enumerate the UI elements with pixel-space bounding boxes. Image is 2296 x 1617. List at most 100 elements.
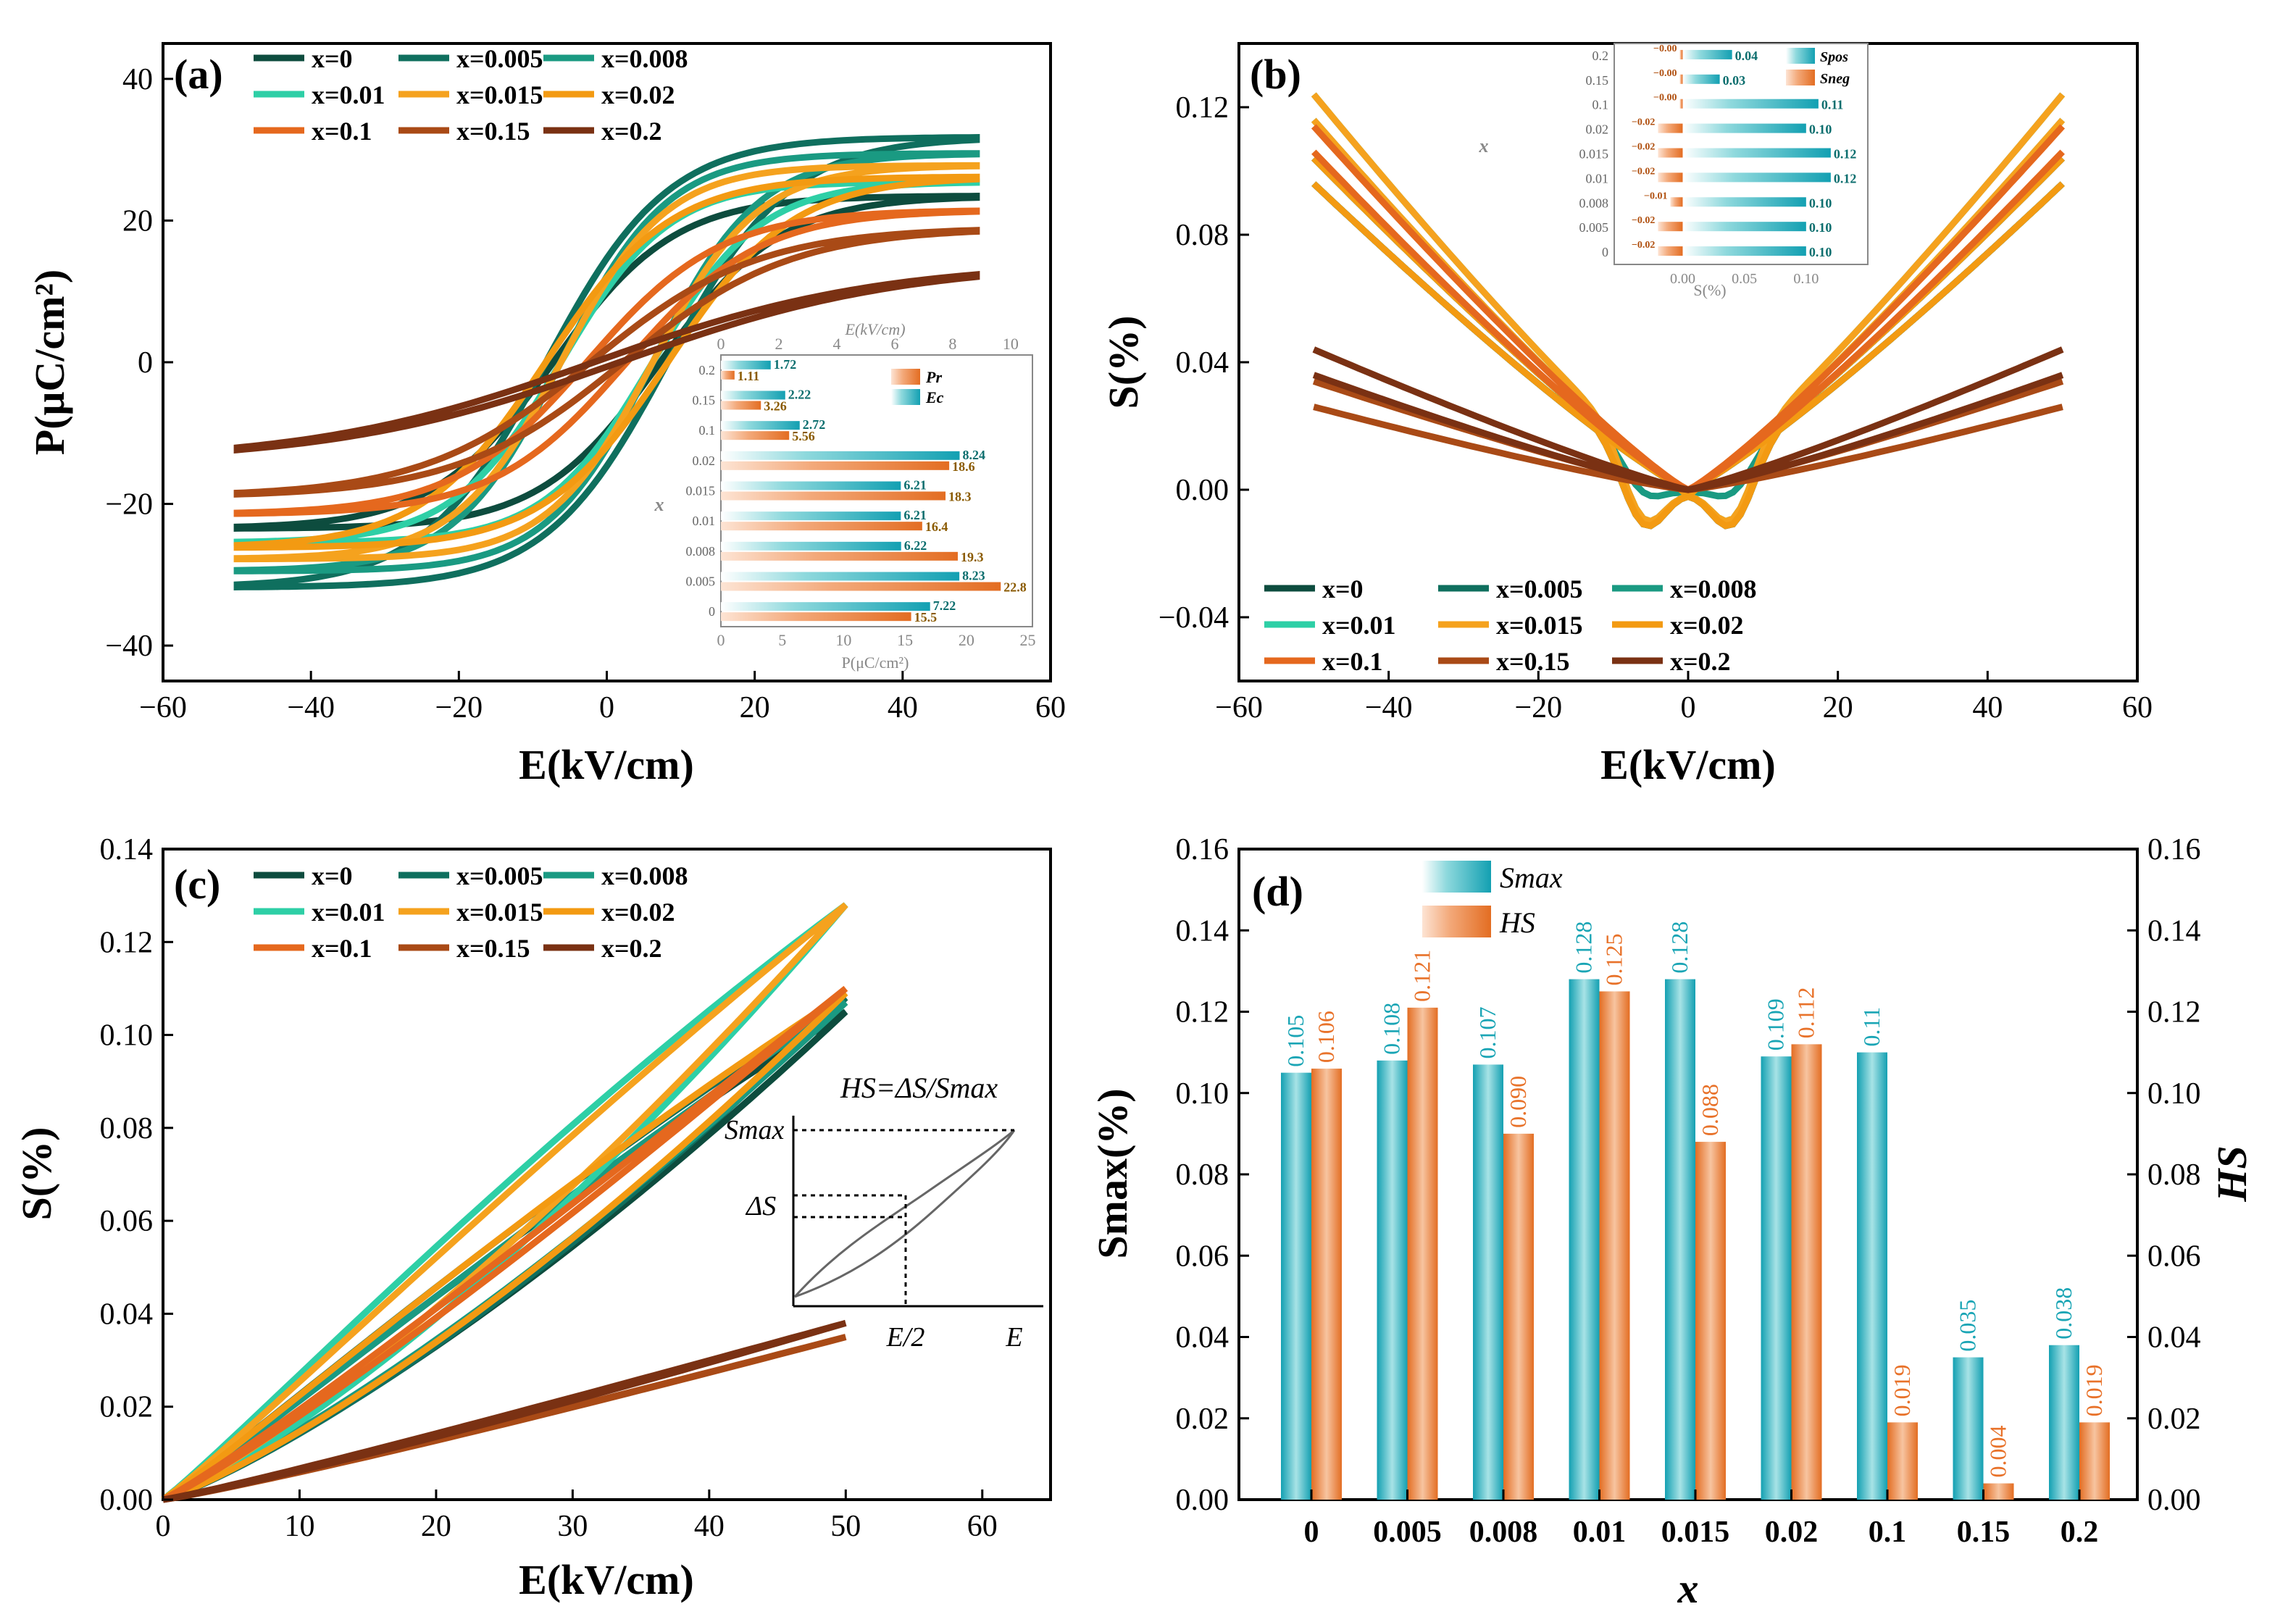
legend-label: x=0.1 [312, 117, 372, 146]
legend-label: x=0.01 [312, 80, 385, 109]
schematic-loop-lower [794, 1129, 1016, 1298]
smax-bar-label: 0.107 [1474, 1006, 1500, 1058]
inset-a-ec-bar [721, 481, 901, 490]
inset-b-spos-label: 0.11 [1821, 98, 1844, 112]
inset-b-category: 0.15 [1586, 73, 1609, 88]
panel-c-y-axis-label: S(%) [13, 1127, 60, 1221]
hs-bar [1983, 1483, 2014, 1500]
legend-label: x=0.2 [1670, 647, 1731, 676]
y-tick-label: 0.14 [100, 833, 154, 866]
inset-b-category: 0.01 [1586, 171, 1609, 185]
hs-bar-label: 0.088 [1697, 1084, 1723, 1136]
x-tick-label: 60 [1035, 691, 1066, 724]
inset-a-category: 0.01 [693, 514, 716, 528]
smax-bar-label: 0.035 [1955, 1300, 1981, 1352]
unipolar-x=0.1 [161, 985, 848, 1503]
hs-bar [1503, 1133, 1534, 1500]
inset-b-category: 0.008 [1579, 196, 1609, 210]
panel-a-y-axis-label: P(μC/cm²) [26, 270, 73, 455]
panel-b-curves [1311, 92, 2066, 530]
legend-label: x=0.02 [601, 898, 675, 927]
smax-bar [1665, 979, 1695, 1500]
legend-label: x=0.02 [1670, 611, 1744, 640]
inset-a-bottom-tick: 25 [1020, 631, 1036, 649]
inset-a-pr-bar [721, 612, 911, 622]
inset-a-ec-label: 6.21 [903, 478, 927, 493]
panel-d-label: (d) [1252, 868, 1303, 915]
y-tick-label: 0.06 [2147, 1240, 2201, 1273]
inset-a-bottom-tick: 15 [897, 631, 913, 649]
loop-x=0.1 [233, 207, 980, 517]
smax-bar-label: 0.128 [1666, 922, 1692, 974]
inset-a-category: 0.005 [686, 574, 716, 589]
legend-label: x=0 [312, 861, 353, 890]
hs-bar [1407, 1007, 1438, 1500]
inset-b-sneg-bar [1658, 246, 1683, 256]
hs-bar-label: 0.090 [1505, 1076, 1531, 1128]
y-tick-label: 0.08 [1176, 219, 1230, 252]
panel-b-inset-x-axis-label: S(%) [1693, 281, 1726, 299]
schematic-e-label: E [1005, 1322, 1022, 1353]
inset-b-spos-label: 0.12 [1834, 147, 1857, 162]
inset-a-pr-label: 15.5 [914, 610, 938, 624]
panel-c-curves [161, 902, 848, 1503]
inset-b-sneg-bar [1658, 123, 1683, 133]
inset-a-pr-label: 3.26 [764, 399, 787, 414]
legend-label: x=0.15 [1496, 647, 1570, 676]
panel-b-x-axis-label: E(kV/cm) [1600, 741, 1776, 788]
panel-a-inset-y-axis-label: x [654, 494, 664, 515]
panel-a-inset-legend-ec: Ec [925, 388, 944, 406]
hs-bar-label: 0.019 [1889, 1364, 1915, 1416]
panel-b-label: (b) [1250, 51, 1301, 98]
panel-d-legend-smax: Smax [1500, 861, 1563, 894]
schematic-e2-label: E/2 [886, 1322, 925, 1353]
panel-c-x-axis-label: E(kV/cm) [519, 1556, 694, 1603]
inset-b-sneg-bar [1679, 74, 1683, 84]
x-tick-label: 0 [1304, 1516, 1319, 1549]
inset-b-sneg-label: −0.00 [1653, 93, 1677, 104]
inset-a-ec-bar [721, 572, 960, 581]
inset-b-x-tick: 0.00 [1670, 271, 1695, 287]
smax-bar-label: 0.109 [1763, 998, 1789, 1050]
inset-b-sneg-bar [1679, 99, 1683, 109]
legend-label: x=0.2 [601, 117, 662, 146]
panel-a-inset: 7.2215.58.2322.86.2219.36.2116.46.2118.3… [654, 320, 1036, 672]
panel-a-inset-bottom-axis-label: P(μC/cm²) [842, 653, 909, 672]
panel-a-inset-legend-pr-swatch [891, 369, 920, 385]
loop-x=0.015 [233, 162, 980, 563]
panel-b-inset-ticks: 0 0.005 0.008 0.01 0.015 0.02 0.1 0.15 0.2 0.00 0.… [1579, 49, 1819, 287]
panel-c-y-ticks: 0.00 0.02 0.04 0.06 0.08 0.10 0.12 0.14 [100, 833, 173, 1517]
inset-a-ec-label: 8.24 [963, 448, 986, 462]
y-tick-label: 0.04 [1176, 346, 1230, 380]
hs-bar-label: 0.004 [1985, 1426, 2011, 1478]
smax-bar-label: 0.105 [1282, 1015, 1308, 1067]
inset-a-pr-label: 18.3 [948, 490, 972, 504]
smax-bar [1569, 979, 1600, 1500]
y-tick-label: 0.12 [1176, 91, 1230, 125]
inset-a-top-tick: 4 [832, 335, 840, 353]
legend-label: x=0.015 [456, 898, 543, 927]
inset-a-pr-bar [721, 551, 958, 561]
y-tick-label: 0 [138, 346, 153, 380]
legend-label: x=0.1 [312, 934, 372, 963]
inset-a-pr-bar [721, 582, 1001, 591]
panel-b-inset-y-axis-label: x [1479, 135, 1489, 156]
inset-b-sneg-bar [1670, 197, 1683, 207]
smax-bar [1281, 1072, 1311, 1500]
inset-a-top-tick: 0 [717, 335, 725, 353]
inset-a-pr-bar [721, 461, 950, 470]
inset-a-category: 0.2 [699, 363, 716, 377]
panel-c-legend: x=0 x=0.005 x=0.008 x=0.01 x=0.015 x=0.02 x=0.… [254, 861, 688, 963]
y-tick-label: 0.00 [100, 1484, 154, 1517]
inset-a-ec-bar [721, 511, 901, 521]
x-tick-label: 20 [740, 691, 770, 724]
inset-a-ec-bar [721, 421, 800, 430]
panel-d-x-ticks: 0 0.005 0.008 0.01 0.015 0.02 0.1 0.15 0.2 [1304, 1489, 2098, 1549]
hs-bar-label: 0.112 [1793, 987, 1819, 1039]
inset-a-category: 0.008 [686, 544, 716, 559]
panel-a-inset-bars: 7.2215.58.2322.86.2219.36.2116.46.2118.3… [721, 357, 1027, 624]
inset-b-spos-bar [1682, 123, 1806, 133]
smax-bar [1377, 1060, 1408, 1500]
x-tick-label: 60 [2122, 691, 2153, 724]
